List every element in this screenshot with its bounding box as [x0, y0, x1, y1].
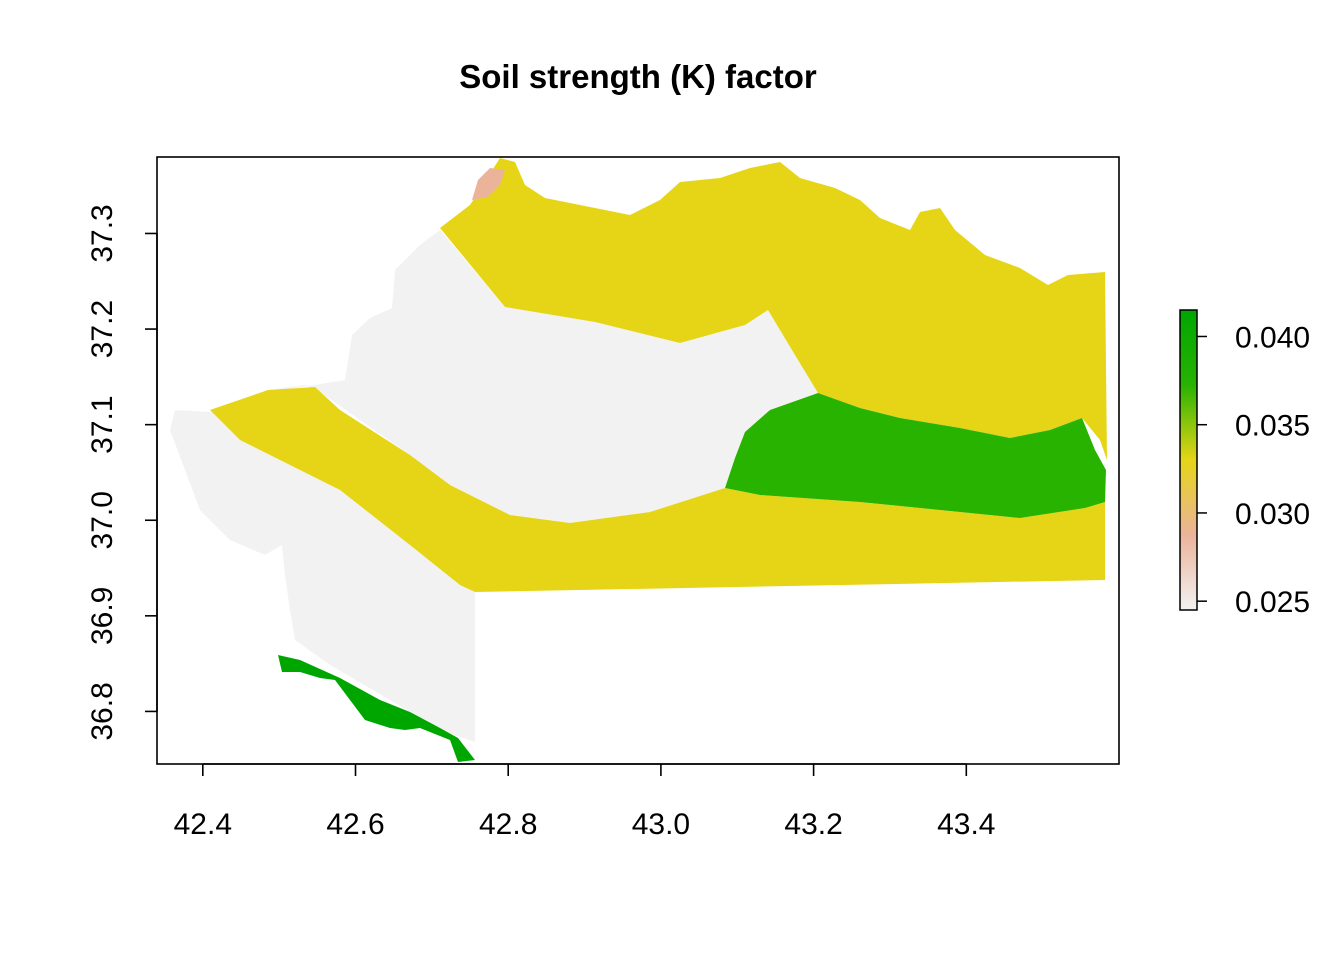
region-north-belt	[440, 158, 1107, 460]
y-tick-label: 36.9	[86, 587, 119, 645]
region-east-lobe	[725, 393, 1106, 518]
y-tick-label: 37.0	[86, 491, 119, 549]
region-north-tip	[472, 168, 505, 200]
legend-tick-label: 0.025	[1235, 586, 1310, 619]
x-tick-label: 43.4	[937, 808, 995, 841]
x-tick-label: 42.8	[479, 808, 537, 841]
y-axis: 36.8 36.9 37.0 37.1 37.2 37.3	[86, 204, 158, 741]
x-tick-label: 43.0	[632, 808, 690, 841]
region-south-belt	[210, 387, 1105, 592]
y-tick-label: 37.3	[86, 204, 119, 262]
y-tick-label: 37.2	[86, 300, 119, 358]
map-title: Soil strength (K) factor	[459, 58, 817, 95]
legend-colorbar	[1179, 309, 1198, 611]
soil-raster	[170, 158, 1107, 762]
x-tick-label: 42.4	[174, 808, 232, 841]
legend-tick-label: 0.040	[1235, 321, 1310, 354]
region-southwest-strip	[278, 655, 475, 762]
legend-tick-label: 0.035	[1235, 410, 1310, 443]
x-tick-label: 42.6	[326, 808, 384, 841]
y-tick-label: 36.8	[86, 682, 119, 740]
color-legend: 0.025 0.030 0.035 0.040	[1179, 309, 1310, 619]
y-tick-label: 37.1	[86, 395, 119, 453]
region-west-central	[170, 230, 818, 742]
legend-tick-label: 0.030	[1235, 498, 1310, 531]
x-axis: 42.4 42.6 42.8 43.0 43.2 43.4	[174, 763, 995, 841]
x-tick-label: 43.2	[784, 808, 842, 841]
